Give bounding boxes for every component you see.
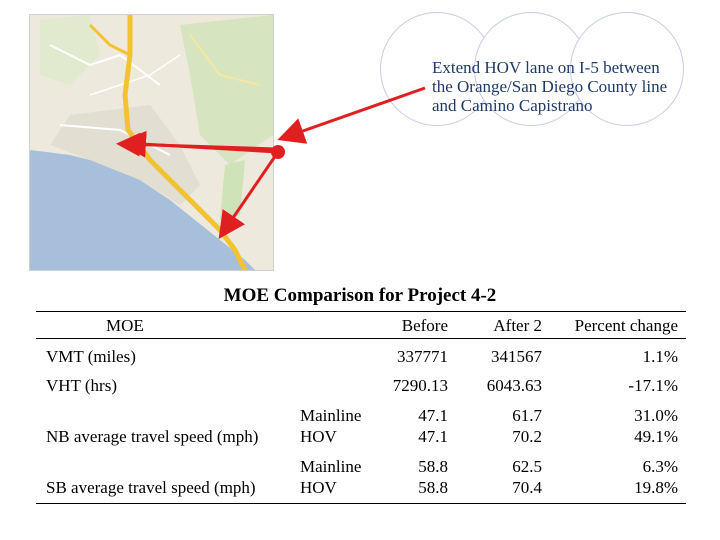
- row-change: 6.3%: [642, 457, 678, 476]
- decorative-circle-right: [570, 12, 684, 126]
- project-marker: [271, 145, 285, 159]
- row-measure: VHT (hrs): [46, 376, 117, 395]
- row-before: 58.8: [418, 457, 448, 476]
- row-after: 61.7: [512, 406, 542, 425]
- row-after: 341567: [491, 347, 542, 366]
- arrow-to-south-end: [218, 151, 280, 239]
- table-header-rule: [36, 338, 686, 339]
- row-change: -17.1%: [628, 376, 678, 395]
- row-change: 49.1%: [634, 427, 678, 446]
- header-percent-change: Percent change: [574, 316, 678, 335]
- table-top-rule: [36, 311, 686, 312]
- row-before: 58.8: [418, 478, 448, 497]
- table-bottom-rule: [36, 503, 686, 504]
- row-submeasure: HOV: [300, 478, 337, 497]
- row-before: 47.1: [418, 427, 448, 446]
- row-after: 6043.63: [486, 376, 542, 395]
- callout-line-2: the Orange/San Diego County line: [432, 77, 668, 96]
- arrow-from-callout: [277, 86, 426, 144]
- row-submeasure: Mainline: [300, 457, 362, 476]
- row-measure: NB average travel speed (mph): [46, 427, 259, 446]
- row-after: 62.5: [512, 457, 542, 476]
- row-change: 19.8%: [634, 478, 678, 497]
- arrow-to-north-end: [119, 130, 279, 158]
- row-before: 47.1: [418, 406, 448, 425]
- row-before: 7290.13: [392, 376, 448, 395]
- callout-line-1: Extend HOV lane on I-5 between: [432, 58, 660, 77]
- header-after: After 2: [493, 316, 542, 335]
- decorative-circle-middle: [474, 12, 588, 126]
- row-measure: VMT (miles): [46, 347, 136, 366]
- project-description: Extend HOV lane on I-5 between the Orang…: [432, 58, 712, 115]
- row-change: 31.0%: [634, 406, 678, 425]
- row-submeasure: Mainline: [300, 406, 362, 425]
- row-after: 70.4: [512, 478, 542, 497]
- table-title: MOE Comparison for Project 4-2: [223, 285, 497, 306]
- row-submeasure: HOV: [300, 427, 337, 446]
- row-change: 1.1%: [642, 347, 678, 366]
- row-before: 337771: [397, 347, 448, 366]
- header-moe: MOE: [106, 316, 144, 335]
- header-before: Before: [401, 316, 448, 335]
- row-measure: SB average travel speed (mph): [46, 478, 256, 497]
- row-after: 70.2: [512, 427, 542, 446]
- callout-line-3: and Camino Capistrano: [432, 96, 593, 115]
